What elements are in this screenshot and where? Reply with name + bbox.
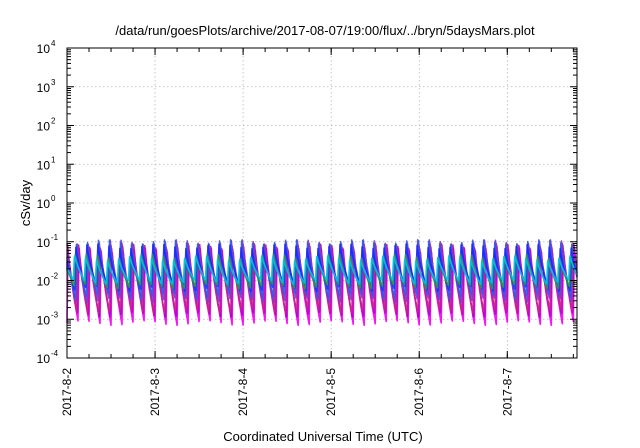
x-tick-label: 2017-8-4 — [236, 368, 250, 416]
x-axis-title: Coordinated Universal Time (UTC) — [223, 429, 422, 444]
y-tick-exponent: -2 — [51, 272, 59, 281]
y-tick-exponent: 4 — [51, 39, 56, 48]
y-tick-label: 10 — [37, 158, 51, 172]
x-tick-label: 2017-8-7 — [500, 368, 514, 416]
y-tick-label: 10 — [37, 352, 51, 366]
y-tick-exponent: -1 — [51, 233, 59, 242]
y-tick-label: 10 — [37, 42, 51, 56]
x-tick-label: 2017-8-3 — [148, 368, 162, 416]
y-tick-exponent: 2 — [51, 117, 56, 126]
chart-title: /data/run/goesPlots/archive/2017-08-07/1… — [115, 23, 535, 38]
series-line — [66, 255, 578, 285]
x-tick-label: 2017-8-2 — [60, 368, 74, 416]
y-tick-exponent: 0 — [51, 194, 56, 203]
y-tick-label: 10 — [37, 197, 51, 211]
y-tick-label: 10 — [37, 275, 51, 289]
y-tick-exponent: -4 — [51, 349, 59, 358]
x-tick-label: 2017-8-5 — [324, 368, 338, 416]
y-tick-exponent: 3 — [51, 78, 56, 87]
y-tick-label: 10 — [37, 236, 51, 250]
x-tick-label: 2017-8-6 — [412, 368, 426, 416]
y-tick-label: 10 — [37, 81, 51, 95]
y-tick-exponent: 1 — [51, 155, 56, 164]
y-axis-title: cSv/day — [18, 179, 33, 226]
y-tick-label: 10 — [37, 313, 51, 327]
y-tick-label: 10 — [37, 120, 51, 134]
y-tick-exponent: -3 — [51, 310, 59, 319]
series-group — [66, 239, 578, 327]
